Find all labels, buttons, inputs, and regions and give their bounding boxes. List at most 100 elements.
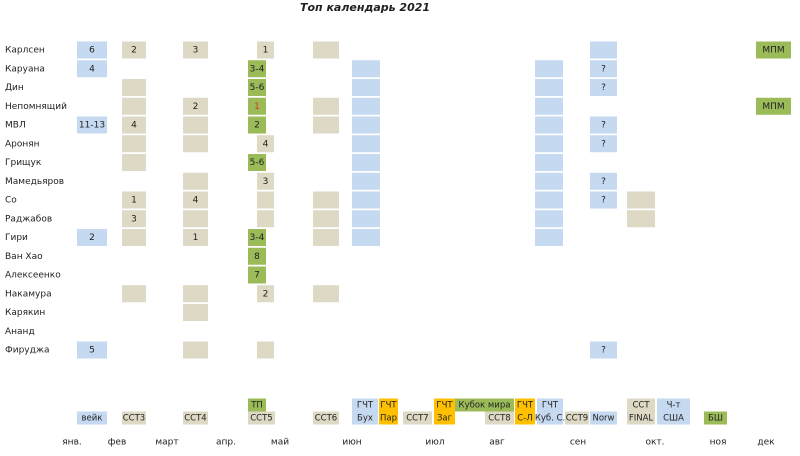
cell [352, 79, 380, 96]
cell [122, 41, 146, 59]
cell [535, 172, 563, 190]
cell [627, 191, 655, 209]
event-label: Заг [437, 414, 453, 424]
event-label: С-Л [517, 414, 532, 424]
cell [535, 60, 563, 78]
cell-label: 5 [89, 346, 95, 356]
cell [313, 285, 339, 303]
cell [352, 135, 380, 153]
cell [352, 97, 380, 115]
cell [183, 191, 208, 209]
cell [313, 229, 339, 246]
cell [590, 341, 617, 359]
event-label: Бух [357, 414, 373, 424]
event-label: ГЧТ [542, 401, 559, 411]
event [590, 411, 617, 425]
cell-label: 2 [89, 233, 95, 243]
cell [352, 60, 380, 78]
event [704, 411, 727, 425]
player-name: Карякин [5, 308, 45, 318]
cell [535, 191, 563, 209]
cell-label: 2 [263, 289, 269, 299]
player-name: Дин [5, 83, 24, 93]
event-label: ГЧТ [517, 401, 534, 411]
cell [183, 285, 208, 303]
cell [183, 229, 208, 246]
cell-label: 6 [89, 46, 95, 56]
cell [248, 266, 266, 284]
month-label: июл [425, 438, 444, 448]
cell-label: 2 [131, 46, 137, 56]
player-name: Алексеенко [5, 271, 61, 281]
cell-label: 1 [131, 196, 137, 206]
cell [122, 154, 146, 171]
cell-label: 4 [89, 64, 95, 74]
cell [183, 304, 208, 321]
cell-label: ? [601, 64, 606, 74]
event-label: Пар [380, 414, 397, 424]
event [434, 398, 455, 412]
cell [122, 79, 146, 96]
cell [313, 41, 339, 59]
cell-label: 1 [254, 102, 260, 112]
month-label: фев [108, 438, 127, 448]
cell [590, 60, 617, 78]
player-name: Грищук [5, 158, 42, 168]
player-name: Со [5, 196, 17, 206]
cell [248, 97, 266, 115]
cell [77, 41, 107, 59]
cell [122, 135, 146, 153]
event [352, 398, 378, 412]
cell [248, 229, 266, 246]
cell [352, 210, 380, 228]
cell-label: ? [601, 346, 606, 356]
cell [248, 154, 266, 171]
cell-label: 4 [131, 121, 137, 131]
event [434, 411, 455, 425]
player-name: Мамедьяров [5, 177, 64, 187]
month-label: ноя [710, 438, 727, 448]
cell [313, 210, 339, 228]
cell [535, 97, 563, 115]
event [455, 398, 514, 412]
event [403, 411, 432, 425]
cell-label: ? [601, 121, 606, 131]
event-label: ТП [250, 401, 263, 411]
cell [77, 60, 107, 78]
event-label: ССТ3 [123, 414, 145, 424]
player-name: Гири [5, 233, 28, 243]
title: Топ календарь 2021 [300, 1, 430, 14]
event [77, 411, 107, 425]
player-name: Ван Хао [5, 252, 43, 262]
cell [313, 116, 339, 134]
cell [257, 341, 274, 359]
cell [313, 191, 339, 209]
event [379, 398, 398, 412]
cell [627, 210, 655, 228]
cell [257, 41, 274, 59]
cell [590, 172, 617, 190]
cell-label: 2 [254, 121, 260, 131]
event-label: ГЧТ [357, 401, 374, 411]
cell [257, 210, 274, 228]
month-label: авг [489, 438, 505, 448]
cell [183, 116, 208, 134]
event [379, 411, 398, 425]
cell-label: ? [601, 196, 606, 206]
event-label: ССТ [632, 401, 650, 411]
event [627, 411, 655, 425]
cell [122, 229, 146, 246]
event-label: Кубок мира [459, 401, 511, 411]
player-name: Фируджа [5, 346, 49, 356]
month-label: сен [570, 438, 586, 448]
event-label: ССТ4 [184, 414, 206, 424]
cell [535, 135, 563, 153]
cell [248, 60, 266, 78]
cell [183, 210, 208, 228]
month-label: окт. [645, 438, 664, 448]
cell-label: МПМ [762, 46, 784, 56]
cell [248, 247, 266, 265]
event-label: США [663, 414, 684, 424]
